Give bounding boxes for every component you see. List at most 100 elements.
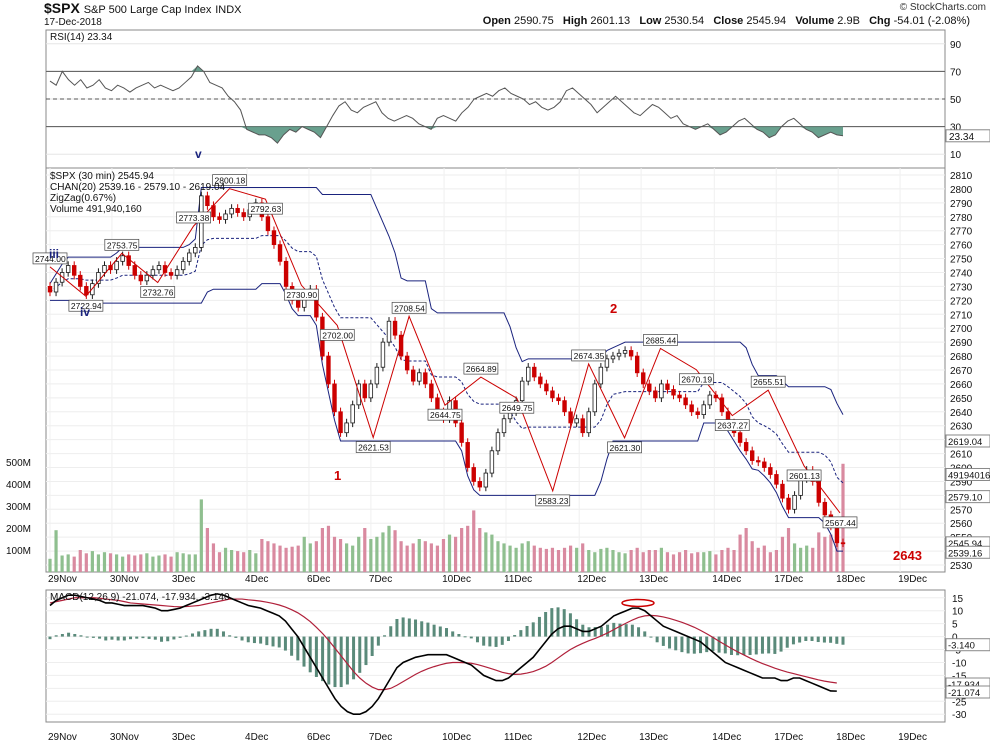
candle-body bbox=[271, 230, 277, 246]
volume-bar bbox=[611, 550, 615, 572]
macd-crossover-marker bbox=[621, 598, 655, 608]
volume-bar bbox=[139, 554, 143, 572]
volume-bar bbox=[205, 528, 209, 572]
volume-bar bbox=[550, 547, 555, 572]
volume-bar bbox=[157, 555, 161, 572]
candle-body bbox=[834, 525, 840, 544]
macd-histogram-bar bbox=[680, 636, 684, 653]
volume-bar bbox=[659, 547, 663, 572]
volume-bar bbox=[423, 541, 427, 572]
candle-body bbox=[174, 269, 180, 276]
macd-histogram-bar bbox=[575, 619, 579, 637]
volume-bar bbox=[108, 553, 113, 572]
macd-histogram-bar bbox=[767, 636, 771, 654]
candle-body bbox=[477, 481, 482, 488]
macd-histogram-bar bbox=[829, 636, 833, 643]
macd-histogram-bar bbox=[729, 636, 733, 655]
macd-histogram-bar bbox=[556, 607, 560, 637]
candle-body bbox=[665, 383, 670, 390]
volume-bar bbox=[750, 541, 754, 572]
candle-body bbox=[526, 366, 531, 382]
volume-bar bbox=[726, 547, 730, 572]
macd-signal-line bbox=[49, 597, 837, 691]
volume-bar bbox=[792, 543, 797, 572]
macd-histogram-bar bbox=[364, 636, 368, 666]
volume-bar bbox=[411, 543, 415, 572]
volume-bar bbox=[66, 554, 70, 572]
macd-histogram-bar bbox=[246, 636, 250, 643]
watermark: © StockCharts.com bbox=[899, 2, 986, 13]
volume-bar bbox=[381, 532, 385, 572]
macd-histogram-bar bbox=[91, 636, 95, 638]
candle-body bbox=[344, 422, 349, 434]
candle-body bbox=[126, 255, 131, 266]
volume-bar bbox=[84, 553, 88, 572]
candle-body bbox=[659, 383, 664, 399]
volume-bar bbox=[774, 550, 779, 572]
volume-bar bbox=[211, 543, 216, 572]
x-tick-label: 29Nov bbox=[48, 574, 77, 585]
candle-body bbox=[719, 397, 725, 413]
volume-bar bbox=[399, 541, 403, 572]
volume-bar bbox=[581, 543, 585, 572]
macd-histogram-bar bbox=[240, 636, 244, 641]
candle-body bbox=[550, 390, 555, 399]
volume-bar bbox=[363, 528, 367, 572]
x-tick-label: 17Dec bbox=[774, 574, 803, 585]
volume-bar bbox=[756, 547, 760, 572]
macd-histogram-bar bbox=[358, 636, 362, 673]
zigzag-label-box bbox=[679, 373, 714, 386]
volume-bar bbox=[671, 554, 676, 572]
candle-body bbox=[368, 383, 374, 399]
macd-histogram-bar bbox=[73, 634, 77, 637]
price-tick-label: 2570 bbox=[950, 505, 973, 516]
volume-bar bbox=[121, 556, 125, 572]
macd-histogram-bar bbox=[606, 624, 610, 637]
candle-body bbox=[701, 404, 706, 415]
macd-tick-label: 5 bbox=[952, 620, 958, 631]
candle-body bbox=[283, 260, 289, 287]
candle-body bbox=[556, 397, 561, 402]
candle-body bbox=[622, 350, 628, 354]
candle-body bbox=[568, 411, 573, 424]
macd-histogram-bar bbox=[736, 636, 740, 656]
zigzag-label: 2670.19 bbox=[681, 375, 712, 385]
macd-histogram-bar bbox=[215, 628, 219, 637]
macd-histogram-bar bbox=[798, 636, 802, 643]
macd-histogram-bar bbox=[699, 636, 703, 654]
macd-histogram-bar bbox=[321, 636, 325, 682]
macd-histogram-bar bbox=[172, 636, 176, 640]
zigzag-label: 2621.30 bbox=[610, 443, 641, 453]
volume-bar bbox=[556, 550, 561, 572]
macd-legend: MACD(12,26,9) -21.074, -17.934, -3.140 bbox=[50, 592, 230, 603]
macd-histogram-bar bbox=[209, 628, 213, 637]
macd-histogram-bar bbox=[252, 636, 256, 644]
volume-bar bbox=[786, 528, 791, 572]
macd-histogram-bar bbox=[426, 622, 430, 637]
macd-histogram-bar bbox=[48, 636, 52, 640]
candle-body bbox=[538, 376, 543, 385]
channel-upper bbox=[49, 187, 844, 415]
macd-x-tick-label: 30Nov bbox=[110, 732, 139, 743]
high-value: 2601.13 bbox=[590, 15, 631, 27]
volume-bar bbox=[453, 536, 458, 572]
macd-histogram-bar bbox=[525, 625, 529, 637]
macd-histogram-bar bbox=[79, 635, 83, 637]
candle-body bbox=[241, 212, 246, 218]
volume-bar bbox=[508, 545, 512, 572]
candle-body bbox=[707, 394, 713, 406]
candle-body bbox=[592, 383, 598, 413]
volume-bar bbox=[338, 539, 343, 572]
macd-line bbox=[49, 593, 837, 716]
volume-bar bbox=[484, 532, 488, 572]
open-label: Open bbox=[482, 15, 511, 27]
candle-body bbox=[96, 272, 101, 285]
price-tick-label: 2690 bbox=[950, 338, 973, 349]
macd-histogram-bar bbox=[624, 624, 628, 637]
candle-body bbox=[217, 216, 222, 220]
macd-histogram-bar bbox=[494, 636, 498, 647]
macd-histogram-bar bbox=[98, 636, 102, 639]
candle-body bbox=[628, 350, 634, 357]
macd-tick-label: -30 bbox=[952, 710, 967, 721]
macd-histogram-bar bbox=[153, 636, 157, 640]
